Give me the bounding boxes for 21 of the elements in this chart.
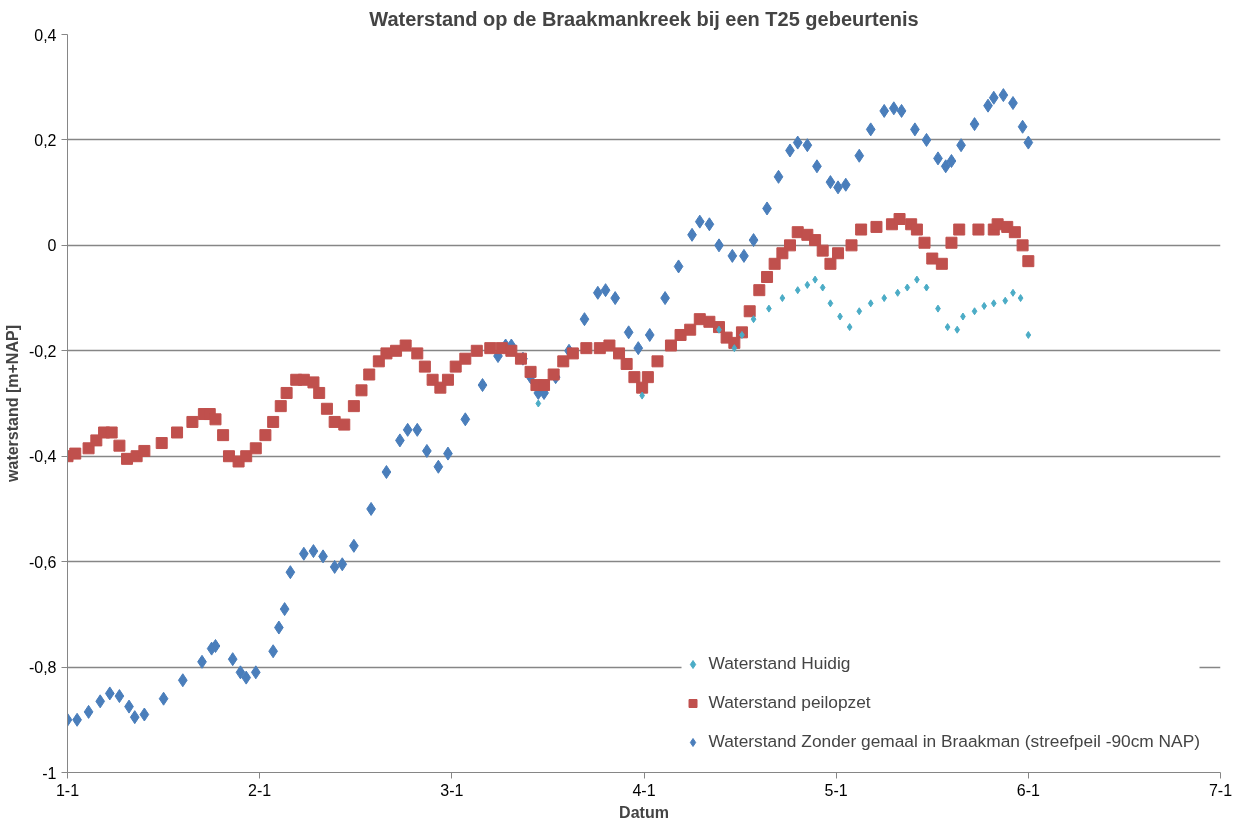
x-tick-label: 5-1 <box>824 781 848 799</box>
legend-label: Waterstand Zonder gemaal in Braakman (streefpeil -90cm NAP) <box>708 731 1200 752</box>
x-tick-label: 6-1 <box>1016 781 1040 799</box>
chart-title: Waterstand op de Braakmankreek bij een T25 gebeurtenis <box>369 7 919 30</box>
y-tick-label: -0,4 <box>28 448 57 466</box>
y-tick-label: -0,2 <box>28 342 57 360</box>
x-tick-label: 7-1 <box>1208 781 1233 799</box>
y-tick-label: -0,8 <box>28 659 57 677</box>
y-tick-label: 0,2 <box>34 131 57 149</box>
legend-label: Waterstand peilopzet <box>708 692 871 713</box>
x-tick-label: 3-1 <box>440 781 464 799</box>
x-tick-label: 2-1 <box>248 781 272 799</box>
y-tick-label: -0,6 <box>28 553 57 571</box>
y-tick-label: 0,4 <box>34 26 57 44</box>
x-axis-title: Datum <box>619 803 669 821</box>
y-tick-label: -1 <box>42 764 57 782</box>
x-tick-label: 4-1 <box>632 781 656 799</box>
legend-label: Waterstand Huidig <box>708 653 851 674</box>
x-tick-label: 1-1 <box>55 781 80 799</box>
y-axis-title: waterstand [m+NAP] <box>3 325 21 483</box>
y-tick-label: 0 <box>47 237 57 255</box>
